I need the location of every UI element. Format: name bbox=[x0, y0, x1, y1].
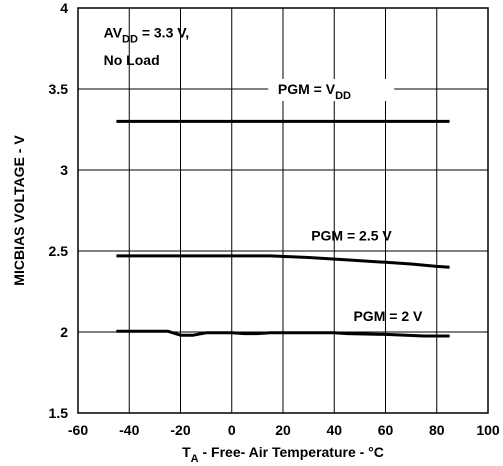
x-tick-label: -60 bbox=[68, 422, 88, 438]
x-tick-label: 80 bbox=[429, 422, 445, 438]
x-axis-label: TA - Free- Air Temperature - °C bbox=[182, 444, 384, 465]
x-tick-label: 40 bbox=[326, 422, 342, 438]
series-line-pgm-2-5v bbox=[116, 254, 450, 269]
y-tick-label: 1.5 bbox=[49, 405, 69, 421]
x-tick-label: -20 bbox=[170, 422, 190, 438]
y-tick-label: 4 bbox=[60, 0, 68, 16]
series-layer bbox=[116, 79, 450, 338]
y-tick-label: 2 bbox=[60, 324, 68, 340]
y-axis-label: MICBIAS VOLTAGE - V bbox=[11, 135, 27, 286]
series-line-pgm-2v bbox=[116, 329, 450, 338]
x-tick-label: 100 bbox=[476, 422, 500, 438]
tick-labels: -60 -40 -20 0 20 40 60 80 100 1.5 2 2.5 3 3.5 4 bbox=[49, 0, 500, 438]
x-tick-label: 60 bbox=[378, 422, 394, 438]
series-label-pgm-2-5v: PGM = 2.5 V bbox=[311, 228, 392, 244]
x-tick-label: 0 bbox=[228, 422, 236, 438]
series-label-pgm-2v: PGM = 2 V bbox=[353, 308, 423, 324]
y-tick-label: 3 bbox=[60, 162, 68, 178]
series-label-pgm-vdd: PGM = VDD bbox=[278, 81, 351, 102]
x-tick-label: -40 bbox=[119, 422, 139, 438]
y-tick-label: 2.5 bbox=[49, 243, 69, 259]
condition-note-line1: AVDD = 3.3 V, bbox=[104, 24, 190, 45]
grid bbox=[78, 8, 488, 413]
plot-frame bbox=[77, 7, 489, 414]
condition-note-line2: No Load bbox=[104, 52, 160, 68]
x-tick-label: 20 bbox=[275, 422, 291, 438]
series-label-background bbox=[268, 79, 395, 101]
y-tick-label: 3.5 bbox=[49, 81, 69, 97]
